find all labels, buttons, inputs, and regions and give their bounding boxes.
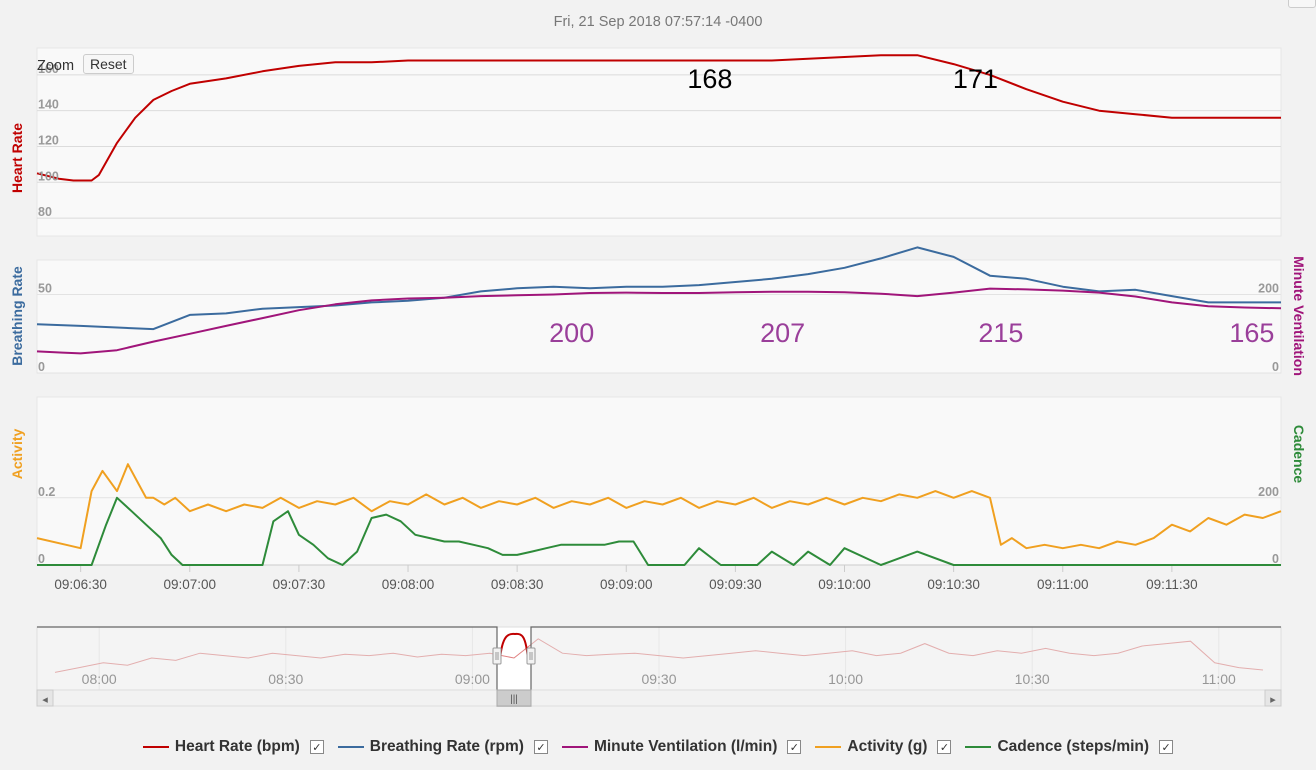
- legend-label: Cadence (steps/min): [997, 738, 1150, 755]
- legend-swatch: [337, 746, 364, 748]
- br-y-tick-label: 0: [38, 360, 45, 374]
- panel-2-plot-area: [36, 259, 1282, 374]
- breathing-rate-line: [36, 246, 1281, 331]
- legend-checkbox[interactable]: ✓: [533, 740, 548, 754]
- navigator-tick-label: 08:30: [268, 671, 303, 687]
- mv-value-annotation: 207: [760, 318, 805, 348]
- legend-item-activity[interactable]: Activity (g) ✓: [815, 738, 952, 756]
- mv-value-annotation: 165: [1229, 318, 1274, 348]
- act-y-tick-label: 0: [38, 552, 45, 566]
- legend-label: Minute Ventilation (l/min): [593, 738, 778, 755]
- zoom-label: Zoom: [37, 58, 75, 74]
- activity-line: [36, 463, 1282, 550]
- navigator-selected-series: [499, 632, 529, 661]
- cad-axis-title: Cadence: [1291, 425, 1307, 484]
- legend-checkbox[interactable]: ✓: [1159, 740, 1174, 754]
- navigator-mask-left: [37, 627, 497, 690]
- mv-axis-title: Minute Ventilation: [1291, 256, 1307, 376]
- scrollbar-right-arrow-icon: ▸: [1270, 694, 1276, 706]
- legend-label: Heart Rate (bpm): [174, 738, 300, 755]
- panel-1-plot-area: [36, 47, 1282, 237]
- legend-checkbox[interactable]: ✓: [937, 740, 952, 754]
- legend-swatch: [965, 746, 992, 748]
- legend-label: Breathing Rate (rpm): [369, 738, 524, 755]
- cad-y-tick-label: 200: [1258, 485, 1279, 499]
- x-axis-tick-label: 09:10:00: [818, 577, 871, 592]
- mv-value-annotation: 200: [549, 318, 594, 348]
- legend-checkbox[interactable]: ✓: [787, 740, 802, 754]
- legend-swatch: [561, 746, 588, 748]
- minute-ventilation-line: [36, 287, 1282, 355]
- mv-y-tick-label: 0: [1272, 360, 1279, 374]
- legend-item-breathing-rate[interactable]: Breathing Rate (rpm) ✓: [337, 738, 548, 756]
- x-axis-tick-label: 09:11:30: [1146, 577, 1198, 592]
- navigator-tick-label: 09:00: [455, 671, 490, 687]
- navigator-tick-label: 10:00: [828, 671, 863, 687]
- scrollbar-right-button[interactable]: [1264, 689, 1282, 707]
- x-axis-tick-label: 09:08:00: [382, 577, 435, 592]
- chart-title: Fri, 21 Sep 2018 07:57:14 -0400: [553, 14, 763, 30]
- scrollbar-left-button[interactable]: [36, 689, 54, 707]
- x-axis-tick-label: 09:10:30: [927, 577, 980, 592]
- navigator-handle[interactable]: [526, 647, 536, 665]
- br-axis-title: Breathing Rate: [9, 266, 25, 366]
- scrollbar-thumb[interactable]: [496, 689, 532, 707]
- hr-peak-annotation: 168: [687, 64, 732, 94]
- mv-value-annotation: 215: [978, 318, 1023, 348]
- x-axis-tick-label: 09:08:30: [491, 577, 544, 592]
- hr-y-tick-label: 140: [38, 98, 59, 112]
- cad-y-tick-label: 0: [1272, 552, 1279, 566]
- x-axis-tick-label: 09:09:00: [600, 577, 653, 592]
- navigator-mask-right: [531, 627, 1281, 690]
- cadence-line: [37, 496, 1281, 566]
- act-axis-title: Activity: [9, 429, 25, 480]
- navigator-tick-label: 10:30: [1015, 671, 1050, 687]
- hr-y-tick-label: 80: [38, 205, 52, 219]
- legend-item-cadence[interactable]: Cadence (steps/min) ✓: [965, 738, 1174, 756]
- legend: Heart Rate (bpm) ✓ Breathing Rate (rpm) ✓ Mi…: [0, 738, 1316, 756]
- navigator-tick-label: 11:00: [1202, 671, 1236, 687]
- zoom-reset-button[interactable]: Reset: [83, 54, 134, 74]
- hr-axis-title: Heart Rate: [9, 123, 25, 193]
- hr-peak-annotation: 171: [953, 64, 998, 94]
- x-axis-tick-label: 09:07:00: [163, 577, 216, 592]
- navigator-handle[interactable]: [492, 647, 502, 665]
- act-y-tick-label: 0.2: [38, 485, 55, 499]
- hr-y-tick-label: 160: [38, 62, 59, 76]
- x-axis-tick-label: 09:06:30: [54, 577, 107, 592]
- legend-checkbox[interactable]: ✓: [309, 740, 324, 754]
- scrollbar-track[interactable]: [36, 689, 1282, 707]
- legend-item-heart-rate[interactable]: Heart Rate (bpm) ✓: [142, 738, 324, 756]
- hr-y-tick-label: 120: [38, 133, 59, 147]
- x-axis-tick-label: 09:07:30: [273, 577, 326, 592]
- heart-rate-line: [36, 54, 1281, 182]
- navigator-tick-label: 08:00: [82, 671, 117, 687]
- scrollbar-thumb-grip-icon: |||: [510, 694, 518, 705]
- legend-swatch: [142, 746, 169, 748]
- hr-y-tick-label: 100: [38, 169, 59, 183]
- x-axis-tick-label: 09:09:30: [709, 577, 762, 592]
- x-axis-tick-label: 09:11:00: [1037, 577, 1089, 592]
- legend-item-minute-ventilation[interactable]: Minute Ventilation (l/min) ✓: [561, 738, 802, 756]
- navigator-series-line: [54, 638, 1264, 673]
- mv-y-tick-label: 200: [1258, 282, 1279, 296]
- legend-swatch: [815, 746, 842, 748]
- br-y-tick-label: 50: [38, 282, 52, 296]
- legend-label: Activity (g): [847, 738, 928, 755]
- panel-3-plot-area: [36, 396, 1282, 566]
- navigator-tick-label: 09:30: [641, 671, 676, 687]
- scrollbar-left-arrow-icon: ◂: [42, 694, 48, 706]
